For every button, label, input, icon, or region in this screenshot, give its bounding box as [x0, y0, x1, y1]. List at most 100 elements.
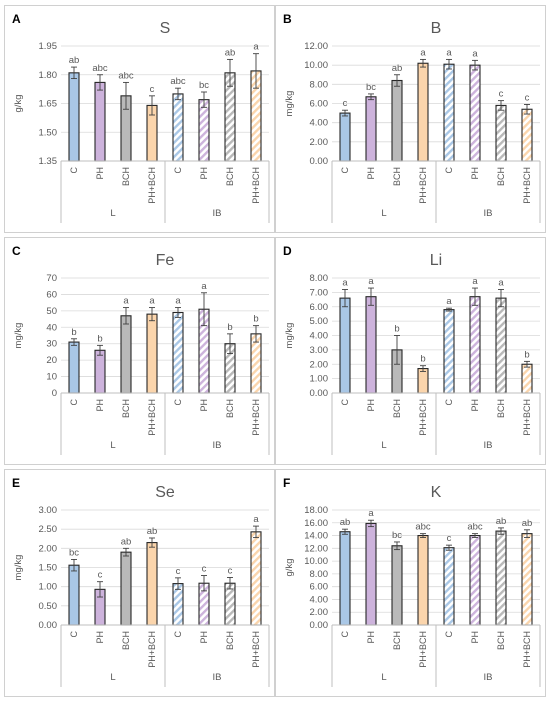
chart-svg: Sg/kg1.351.501.651.801.95abCabcPHabcBCHc… [13, 20, 270, 223]
group-label: IB [213, 440, 222, 451]
chart-title: Fe [156, 252, 175, 269]
y-tick-label: 0.00 [310, 620, 329, 631]
x-tick-label: PH [366, 399, 376, 412]
significance-letter: b [71, 327, 76, 338]
significance-letter: abc [467, 522, 483, 533]
x-tick-label: BCH [392, 399, 402, 418]
significance-letter: ab [392, 63, 403, 74]
y-tick-label: 18.00 [304, 505, 328, 516]
bar [495, 530, 507, 626]
x-tick-label: PH [366, 167, 376, 180]
significance-letter: c [202, 564, 207, 575]
significance-letter: ab [225, 47, 236, 58]
significance-letter: b [394, 324, 399, 335]
y-tick-label: 0.00 [310, 156, 329, 167]
significance-letter: a [253, 514, 259, 525]
x-tick-label: PH [470, 167, 480, 180]
y-tick-label: 10 [46, 372, 57, 383]
significance-letter: ab [522, 518, 533, 529]
y-tick-label: 12.00 [304, 543, 328, 554]
significance-letter: ab [69, 55, 80, 66]
significance-letter: a [201, 281, 207, 292]
y-axis-label: mg/kg [13, 323, 24, 349]
panel-letter: C [12, 244, 21, 258]
significance-letter: abc [415, 522, 431, 533]
bar [443, 63, 455, 162]
y-tick-label: 1.35 [39, 156, 58, 167]
x-tick-label: PH [95, 167, 105, 180]
chart-svg: Fe mg/kg 0 10 20 30 40 50 60 70 b Cb PH a BCH a PH+BCH a C… [13, 252, 270, 455]
y-tick-label: 14.00 [304, 531, 328, 542]
bar [417, 62, 429, 162]
chart-title: Li [430, 252, 442, 269]
significance-letter: a [446, 296, 452, 307]
significance-letter: b [420, 354, 425, 365]
significance-letter: a [420, 47, 426, 58]
significance-letter: a [342, 278, 348, 289]
group-label: IB [213, 208, 222, 219]
y-tick-label: 4.00 [310, 118, 329, 129]
y-tick-label: 16.00 [304, 518, 328, 529]
y-axis-label: mg/kg [13, 555, 24, 581]
bar [339, 531, 351, 626]
bar [250, 333, 262, 394]
panel-letter: D [283, 244, 292, 258]
bar [469, 535, 481, 626]
y-tick-label: 6.00 [310, 99, 329, 110]
x-tick-label: PH+BCH [522, 399, 532, 436]
significance-letter: abc [92, 63, 108, 74]
bar [94, 81, 106, 162]
x-tick-label: C [69, 399, 79, 406]
y-tick-label: 1.95 [39, 41, 58, 52]
x-tick-label: PH [199, 631, 209, 644]
chart-title: Se [155, 484, 175, 501]
y-tick-label: 7.00 [310, 287, 329, 298]
x-tick-label: BCH [496, 631, 506, 650]
significance-letter: ab [340, 517, 351, 528]
x-tick-label: PH+BCH [418, 399, 428, 436]
y-axis-label: g/kg [13, 95, 24, 113]
significance-letter: abc [170, 76, 186, 87]
group-label: L [381, 208, 386, 219]
significance-letter: c [228, 565, 233, 576]
significance-letter: a [368, 508, 374, 519]
x-tick-label: C [444, 167, 454, 174]
bar [198, 99, 210, 162]
bar [172, 93, 184, 162]
bar [339, 297, 351, 394]
x-tick-label: PH [366, 631, 376, 644]
significance-letter: a [253, 42, 259, 53]
group-label: IB [484, 208, 493, 219]
y-tick-label: 0.00 [39, 620, 58, 631]
x-tick-label: PH+BCH [147, 399, 157, 436]
y-tick-label: 12.00 [304, 41, 328, 52]
group-label: L [110, 208, 115, 219]
y-tick-label: 1.50 [39, 127, 58, 138]
x-tick-label: BCH [225, 399, 235, 418]
y-tick-label: 0 [52, 388, 57, 399]
panel-letter: E [12, 476, 21, 490]
significance-letter: ab [496, 516, 507, 527]
significance-letter: b [253, 314, 258, 325]
panel-letter: F [283, 476, 291, 490]
bar [146, 542, 158, 626]
bar [120, 315, 132, 394]
x-tick-label: PH+BCH [147, 631, 157, 668]
x-tick-label: C [444, 399, 454, 406]
y-tick-label: 40 [46, 322, 57, 333]
bar [224, 582, 236, 626]
group-label: L [110, 672, 115, 683]
chart-panel-D: D Li mg/kg 0.00 1.00 2.00 3.00 4.00 5.00 6.00 7.00… [275, 237, 546, 465]
significance-letter: bc [392, 530, 402, 541]
chart-title: B [431, 20, 442, 37]
y-tick-label: 3.00 [39, 505, 58, 516]
bar [443, 547, 455, 626]
significance-letter: c [150, 84, 155, 95]
chart-title: S [160, 20, 171, 37]
bar [172, 311, 184, 394]
x-tick-label: PH+BCH [522, 631, 532, 668]
significance-letter: a [446, 47, 452, 58]
